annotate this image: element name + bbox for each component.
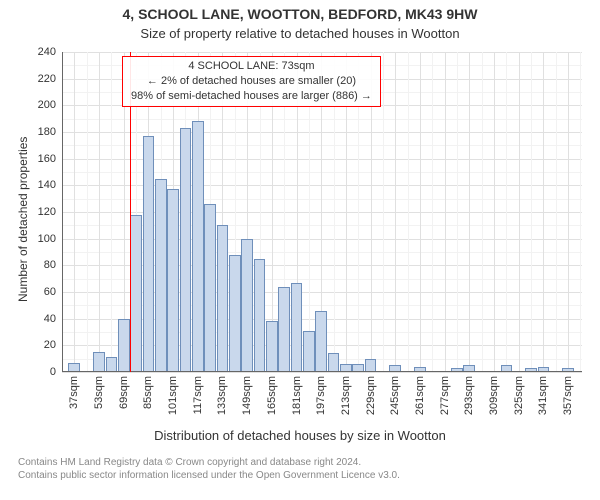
grid-line-v [519,52,520,372]
x-tick-label: 53sqm [93,376,105,409]
histogram-bar [93,352,105,372]
grid-line-v [445,52,446,372]
x-tick-label: 37sqm [68,376,80,409]
callout-line-1: 4 SCHOOL LANE: 73sqm [131,59,372,74]
footer-line-2: Contains public sector information licen… [18,469,400,482]
y-tick-label: 100 [38,233,56,245]
footer-line-1: Contains HM Land Registry data © Crown c… [18,456,400,469]
y-tick-label: 20 [44,339,56,351]
grid-line-v-minor [111,52,112,372]
histogram-bar [204,204,216,372]
x-tick-label: 325sqm [513,376,525,415]
histogram-bar [254,259,266,372]
x-tick-label: 85sqm [142,376,154,409]
grid-line-v [420,52,421,372]
histogram-bar [217,225,229,372]
chart-container: { "chart": { "type": "histogram", "title… [0,0,600,500]
y-tick-label: 160 [38,153,56,165]
x-tick-label: 357sqm [562,376,574,415]
footer: Contains HM Land Registry data © Crown c… [18,456,400,482]
x-tick-label: 181sqm [291,376,303,415]
x-tick-label: 245sqm [389,376,401,415]
histogram-bar [130,215,142,372]
grid-line-v [568,52,569,372]
x-tick-label: 293sqm [463,376,475,415]
histogram-bar [328,353,340,372]
y-tick-label: 80 [44,259,56,271]
histogram-bar [143,136,155,372]
grid-line-v [494,52,495,372]
x-tick-label: 149sqm [241,376,253,415]
grid-line-v-minor [506,52,507,372]
y-axis-label: Number of detached properties [16,137,30,302]
histogram-bar [180,128,192,372]
x-tick-label: 261sqm [414,376,426,415]
histogram-bar [266,321,278,372]
histogram-bar [365,359,377,372]
plot-area: 02040608010012014016018020022024037sqm53… [62,52,582,372]
grid-line-v-minor [408,52,409,372]
grid-line-v-minor [531,52,532,372]
y-tick-label: 220 [38,73,56,85]
y-tick-label: 180 [38,126,56,138]
x-tick-label: 341sqm [537,376,549,415]
histogram-bar [291,283,303,372]
y-tick-label: 240 [38,46,56,58]
grid-line-v-minor [457,52,458,372]
grid-line-v-minor [482,52,483,372]
x-tick-label: 229sqm [365,376,377,415]
y-tick-label: 140 [38,179,56,191]
y-tick-label: 40 [44,313,56,325]
callout-line-3: 98% of semi-detached houses are larger (… [131,89,372,104]
histogram-bar [229,255,241,372]
x-tick-label: 165sqm [266,376,278,415]
x-tick-label: 101sqm [167,376,179,415]
histogram-bar [278,287,290,372]
x-tick-label: 133sqm [216,376,228,415]
y-axis-line [62,52,63,372]
grid-line-v [469,52,470,372]
histogram-bar [241,239,253,372]
x-tick-label: 213sqm [340,376,352,415]
histogram-bar [303,331,315,372]
grid-line-v-minor [580,52,581,372]
histogram-bar [155,179,167,372]
histogram-bar [118,319,130,372]
histogram-bar [192,121,204,372]
histogram-bar [315,311,327,372]
grid-line-v-minor [556,52,557,372]
grid-line-v-minor [383,52,384,372]
grid-line-v-minor [432,52,433,372]
callout-line-2: ← 2% of detached houses are smaller (20) [131,74,372,89]
chart-subtitle: Size of property relative to detached ho… [0,26,600,41]
callout-box: 4 SCHOOL LANE: 73sqm ← 2% of detached ho… [122,56,381,107]
grid-line-v [99,52,100,372]
x-axis-label: Distribution of detached houses by size … [0,428,600,443]
grid-line-h [62,372,582,373]
grid-line-v [543,52,544,372]
y-tick-label: 200 [38,99,56,111]
histogram-bar [106,357,118,372]
x-axis-line [62,371,582,372]
grid-line-v [395,52,396,372]
histogram-bar [167,189,179,372]
grid-line-v [74,52,75,372]
x-tick-label: 197sqm [315,376,327,415]
x-tick-label: 277sqm [439,376,451,415]
y-tick-label: 0 [50,366,56,378]
x-tick-label: 117sqm [192,376,204,414]
x-tick-label: 69sqm [118,376,130,409]
grid-line-v-minor [87,52,88,372]
chart-title: 4, SCHOOL LANE, WOOTTON, BEDFORD, MK43 9… [0,6,600,22]
y-tick-label: 60 [44,286,56,298]
x-tick-label: 309sqm [488,376,500,415]
y-tick-label: 120 [38,206,56,218]
